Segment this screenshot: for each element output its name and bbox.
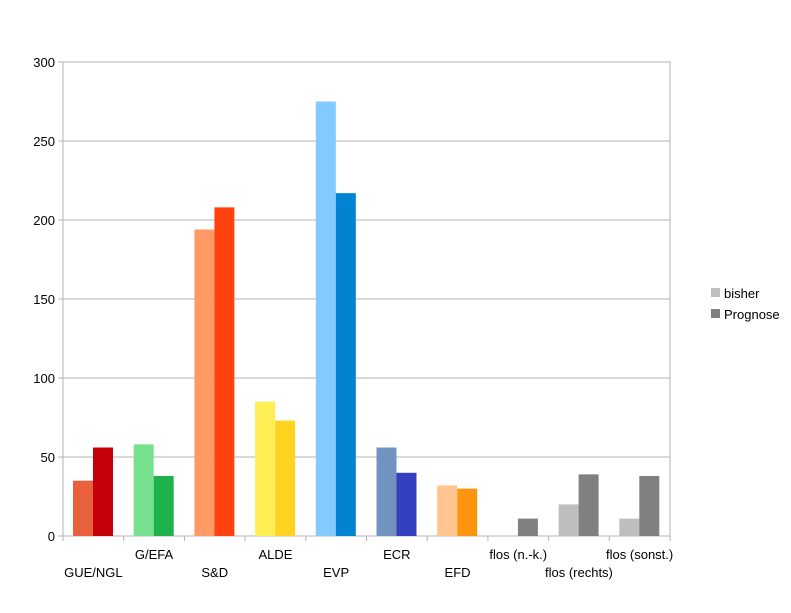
bar-prognose [457,488,478,536]
bar-prognose [335,193,356,536]
bar-bisher [315,101,336,536]
bar-bisher [255,401,276,536]
x-tick-label: S&D [201,565,228,580]
x-tick-label: EFD [445,565,471,580]
bar-bisher [194,229,215,537]
y-tick-label: 100 [33,371,55,386]
legend-label: Prognose [724,307,780,322]
bar-bisher [619,518,640,536]
x-tick-label: ALDE [258,547,292,562]
y-tick-label: 200 [33,213,55,228]
bar-prognose [639,475,660,536]
bar-prognose [93,447,113,536]
bar-prognose [214,207,235,537]
bar-bisher [133,444,154,536]
x-tick-label: flos (sonst.) [606,547,673,562]
bar-bisher [376,447,397,536]
legend-swatch [711,309,720,318]
bar-prognose [396,472,417,536]
bar-prognose [275,420,296,536]
y-tick-label: 250 [33,134,55,149]
y-tick-label: 150 [33,292,55,307]
x-tick-label: ECR [383,547,410,562]
bar-bisher [558,504,579,536]
legend-swatch [711,288,720,297]
y-tick-label: 300 [33,55,55,70]
bar-prognose [578,474,599,536]
x-tick-label: EVP [323,565,349,580]
bar-prognose [517,518,538,536]
bar-prognose [153,475,174,536]
x-tick-label: G/EFA [135,547,174,562]
x-tick-label: GUE/NGL [64,565,123,580]
x-tick-label: flos (rechts) [545,565,613,580]
bar-bisher [437,485,458,536]
bar-bisher [73,480,93,536]
x-tick-label: flos (n.-k.) [489,547,547,562]
y-tick-label: 0 [48,529,55,544]
legend-label: bisher [724,286,760,301]
y-tick-label: 50 [41,450,55,465]
